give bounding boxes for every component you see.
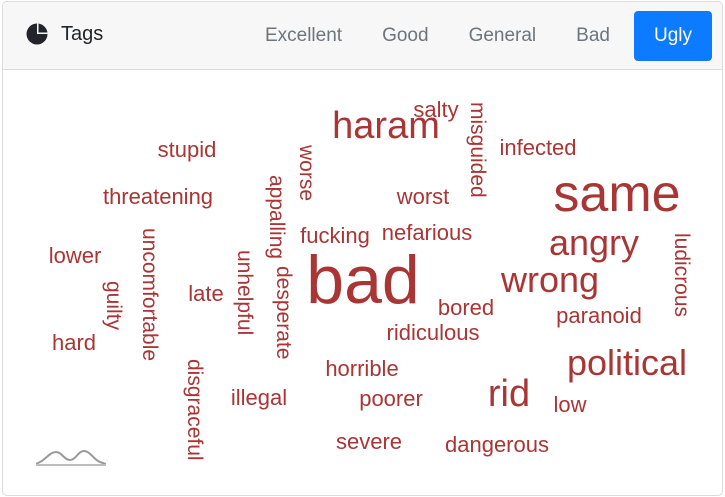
word-fucking[interactable]: fucking [300, 223, 370, 248]
word-political[interactable]: political [567, 342, 687, 383]
word-lower[interactable]: lower [49, 243, 102, 268]
word-horrible[interactable]: horrible [325, 356, 398, 381]
word-nefarious[interactable]: nefarious [382, 220, 473, 245]
word-appalling[interactable]: appalling [265, 175, 288, 259]
word-infected[interactable]: infected [499, 135, 576, 160]
tab-excellent[interactable]: Excellent [264, 25, 343, 46]
tab-general[interactable]: General [468, 25, 537, 46]
word-worse[interactable]: worse [295, 144, 318, 201]
word-poorer[interactable]: poorer [359, 386, 423, 411]
word-same[interactable]: same [553, 165, 680, 223]
word-guilty[interactable]: guilty [102, 281, 125, 331]
pie-chart-icon [25, 22, 49, 46]
word-bad[interactable]: bad [306, 242, 419, 318]
word-haram[interactable]: haram [332, 105, 440, 147]
card-title-text: Tags [61, 22, 104, 45]
word-low[interactable]: low [553, 392, 586, 417]
word-late[interactable]: late [188, 281, 223, 306]
word-desperate[interactable]: desperate [272, 266, 295, 359]
word-unhelpful[interactable]: unhelpful [233, 250, 256, 335]
tab-ugly[interactable]: Ugly [633, 11, 712, 61]
card-header: Tags Excellent Good General Bad Ugly [3, 2, 722, 70]
word-angry[interactable]: angry [549, 222, 639, 263]
word-dangerous[interactable]: dangerous [445, 432, 549, 457]
word-misguided[interactable]: misguided [466, 102, 489, 198]
word-ludicrous[interactable]: ludicrous [670, 233, 693, 317]
tab-bad[interactable]: Bad [576, 25, 610, 46]
word-bored[interactable]: bored [438, 295, 494, 320]
word-disgraceful[interactable]: disgraceful [183, 359, 206, 461]
word-wrong[interactable]: wrong [500, 259, 599, 300]
word-severe[interactable]: severe [336, 429, 402, 454]
word-stupid[interactable]: stupid [158, 137, 217, 162]
word-rid[interactable]: rid [488, 373, 530, 415]
rating-tabs: Excellent Good General Bad Ugly [245, 11, 712, 61]
word-ridiculous[interactable]: ridiculous [387, 320, 480, 345]
word-cloud: haram salty misguided infected stupid wo… [3, 70, 722, 495]
word-salty[interactable]: salty [413, 97, 458, 122]
word-uncomfortable[interactable]: uncomfortable [138, 228, 161, 361]
word-worst[interactable]: worst [396, 184, 450, 209]
word-illegal[interactable]: illegal [231, 385, 287, 410]
word-paranoid[interactable]: paranoid [556, 303, 642, 328]
card-title: Tags [25, 20, 103, 48]
word-threatening[interactable]: threatening [103, 184, 213, 209]
word-cloud-canvas: haram salty misguided infected stupid wo… [49, 97, 693, 461]
wave-logo-icon [35, 447, 107, 472]
tab-good[interactable]: Good [382, 25, 429, 46]
word-hard[interactable]: hard [52, 330, 96, 355]
